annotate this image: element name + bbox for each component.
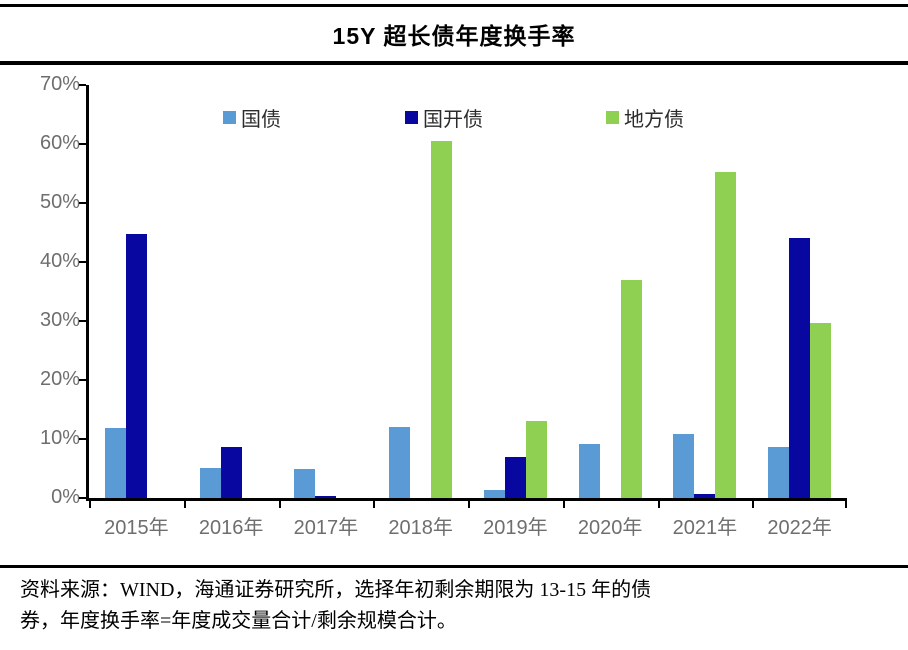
bar-国开债-2022年: [789, 238, 811, 498]
legend-swatch-icon: [405, 111, 418, 124]
legend-item-国债: 国债: [223, 103, 281, 132]
legend-label: 国债: [241, 109, 281, 131]
bar-国债-2020年: [578, 443, 600, 498]
bar-国债-2018年: [389, 427, 411, 498]
x-tick-label: 2015年: [104, 517, 169, 539]
y-tick-mark: [79, 379, 86, 381]
y-tick-label: 50%: [39, 191, 80, 213]
x-tick-mark: [373, 501, 376, 508]
bar-地方债-2018年: [431, 141, 453, 498]
x-tick-mark: [752, 501, 755, 508]
bar-地方债-2019年: [525, 421, 547, 498]
x-tick-mark: [278, 501, 281, 508]
x-axis-labels: 2015年 2016年 2017年 2018年 2019年 2020年 2021年 2022年: [89, 511, 847, 540]
source-note-line2: 券，年度换手率=年度成交量合计/剩余规模合计。: [20, 610, 457, 632]
y-tick-label: 10%: [39, 427, 80, 449]
y-tick-label: 0%: [51, 486, 80, 508]
bar-group-2020年: [563, 85, 658, 498]
bar-group-2022年: [752, 85, 847, 498]
report-chart-page: 15Y 超长债年度换手率 0% 10% 20% 30% 40% 50% 60% 70% 国债国…: [0, 4, 908, 650]
bar-国开债-2019年: [504, 456, 526, 498]
y-axis-labels: 0% 10% 20% 30% 40% 50% 60% 70%: [20, 73, 86, 508]
bar-国开债-2015年: [125, 234, 147, 498]
x-tick-mark: [183, 501, 186, 508]
legend-swatch-icon: [606, 111, 619, 124]
title-band: 15Y 超长债年度换手率: [0, 7, 908, 61]
x-tick-label: 2016年: [198, 517, 264, 539]
y-tick-mark: [79, 202, 86, 204]
bar-国债-2019年: [483, 490, 505, 498]
footer-band: 资料来源：WIND，海通证券研究所，选择年初剩余期限为 13-15 年的债 券，…: [0, 565, 908, 637]
bar-国债-2015年: [104, 428, 126, 498]
x-tick-mark: [657, 501, 660, 508]
bar-国开债-2021年: [694, 493, 716, 498]
bar-地方债-2020年: [620, 279, 642, 498]
top-border-line: [0, 4, 908, 7]
source-note: 资料来源：WIND，海通证券研究所，选择年初剩余期限为 13-15 年的债 券，…: [0, 568, 908, 637]
chart-title: 15Y 超长债年度换手率: [332, 23, 576, 49]
bar-国债-2021年: [673, 433, 695, 498]
x-tick-label: 2019年: [483, 517, 548, 539]
x-tick-mark: [562, 501, 565, 508]
x-tick-label: 2020年: [577, 517, 643, 539]
bar-group-2015年: [89, 85, 184, 498]
bar-国债-2017年: [294, 468, 316, 498]
bar-地方债-2022年: [810, 322, 832, 498]
y-tick-mark: [79, 261, 86, 263]
legend-item-地方债: 地方债: [606, 103, 684, 132]
legend-label: 地方债: [624, 109, 684, 131]
legend-swatch-icon: [223, 111, 236, 124]
plot-area: 国债 国开债 地方债: [79, 84, 847, 508]
legend-label: 国开债: [423, 109, 483, 131]
bar-group-2021年: [658, 85, 753, 498]
x-tick-label: 2018年: [388, 517, 453, 539]
bar-国债-2022年: [768, 446, 790, 498]
y-tick-label: 70%: [39, 73, 80, 95]
x-tick-mark: [468, 501, 470, 508]
y-tick-mark: [79, 143, 86, 145]
chart-area: 0% 10% 20% 30% 40% 50% 60% 70% 国债 国开债 地方债: [0, 73, 908, 508]
x-tick-label: 2021年: [672, 517, 738, 539]
x-tick-mark: [89, 501, 91, 508]
y-tick-label: 30%: [39, 309, 80, 331]
bar-国债-2016年: [199, 467, 221, 498]
bar-国开债-2017年: [315, 496, 337, 498]
y-tick-mark: [79, 497, 86, 499]
x-tick-label: 2017年: [293, 517, 359, 539]
bar-group-2018年: [373, 85, 468, 498]
y-tick-mark: [79, 320, 86, 322]
bar-group-2016年: [184, 85, 279, 498]
y-tick-label: 60%: [39, 132, 80, 154]
bar-group-2017年: [279, 85, 374, 498]
legend-item-国开债: 国开债: [405, 103, 483, 132]
x-tick-label: 2022年: [767, 517, 832, 539]
y-tick-mark: [79, 84, 86, 86]
title-divider-line: [0, 61, 908, 65]
y-tick-mark: [79, 438, 86, 440]
bar-国开债-2016年: [220, 447, 242, 498]
x-tick-mark: [845, 501, 847, 508]
y-tick-label: 20%: [39, 368, 80, 390]
bar-group-2019年: [468, 85, 563, 498]
footer-divider-line: [0, 565, 908, 568]
source-note-line1: 资料来源：WIND，海通证券研究所，选择年初剩余期限为 13-15 年的债: [20, 579, 652, 601]
y-tick-label: 40%: [39, 250, 80, 272]
bar-地方债-2021年: [715, 171, 737, 498]
bar-groups: [89, 85, 847, 498]
